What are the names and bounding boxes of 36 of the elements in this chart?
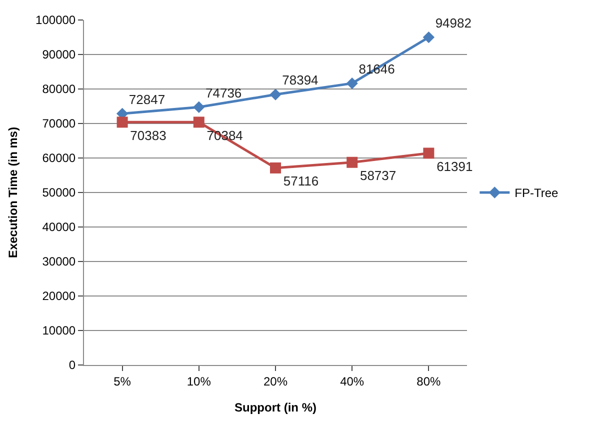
data-label: 70383: [130, 128, 166, 143]
y-tick-label: 40000: [42, 220, 76, 234]
x-tick-label: 80%: [416, 374, 442, 388]
y-tick-label: 90000: [42, 48, 76, 62]
data-label: 94982: [435, 15, 472, 30]
y-tick-label: 60000: [42, 151, 76, 166]
point: [270, 88, 282, 100]
data-label: 61391: [436, 158, 473, 174]
point: [346, 156, 358, 168]
point: [422, 31, 435, 44]
x-tick-label: 40%: [340, 374, 364, 388]
point: [116, 116, 128, 128]
y-tick-label: 100000: [36, 13, 76, 28]
data-label: 57116: [283, 174, 319, 189]
data-label: 58737: [360, 168, 396, 183]
point: [193, 116, 204, 128]
y-tick-label: 80000: [42, 82, 76, 96]
point: [270, 162, 281, 174]
data-label: 74736: [206, 85, 242, 100]
point: [193, 101, 205, 114]
x-tick-label: 5%: [114, 374, 132, 388]
y-tick-label: 20000: [42, 289, 76, 304]
y-axis-title: Execution Time (in ms): [6, 126, 20, 258]
x-axis-title: Support (in %): [234, 400, 316, 414]
point: [423, 148, 434, 159]
x-tick-label: 20%: [263, 374, 288, 388]
x-tick-label: 10%: [186, 374, 212, 388]
y-tick-label: 70000: [42, 116, 76, 131]
data-label: 78394: [282, 72, 318, 88]
point: [346, 77, 358, 90]
data-label: 72847: [128, 92, 166, 107]
y-tick-label: 10000: [42, 324, 76, 338]
legend-label: FP-Tree: [514, 186, 559, 200]
y-tick-label: 50000: [42, 186, 76, 200]
y-tick-label: 0: [68, 358, 76, 372]
y-tick-label: 30000: [42, 254, 76, 269]
